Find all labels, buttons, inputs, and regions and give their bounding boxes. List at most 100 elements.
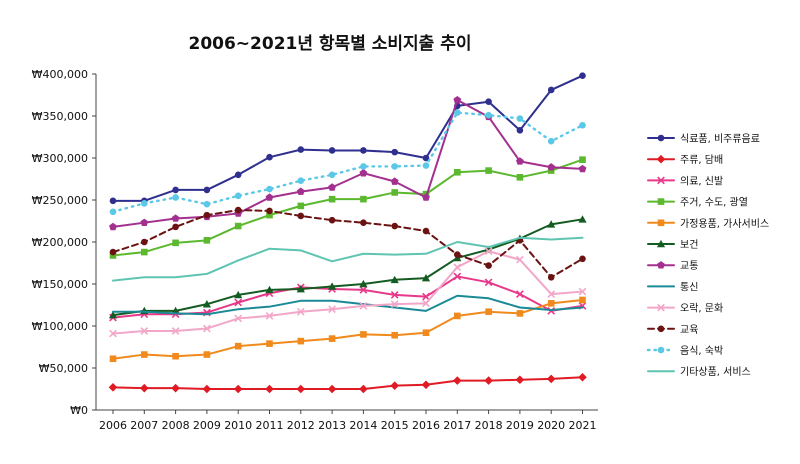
x-tick-label: 2017 [443,419,471,432]
data-point [578,215,587,223]
x-tick-label: 2008 [162,419,190,432]
data-point [391,331,398,339]
series-7 [109,95,587,231]
legend-label: 음식, 숙박 [680,345,723,357]
data-point [140,327,149,335]
legend-item: 교육 [647,324,698,336]
series-11 [109,109,586,216]
marker-stroke [140,327,149,335]
series-2 [108,372,587,394]
x-tick-label: 2020 [537,419,565,432]
data-point [141,248,148,256]
legend-label: 교통 [680,260,698,272]
legend-item: 통신 [647,281,698,293]
data-point [327,384,337,394]
data-point [453,272,462,281]
data-point [422,162,430,169]
data-point [579,296,586,304]
data-point [141,200,148,207]
data-point [360,195,367,203]
data-point [234,171,242,179]
data-point [390,275,399,284]
marker-stroke [234,314,243,323]
data-point [266,185,273,193]
marker-stroke [203,324,211,333]
data-point [360,331,367,338]
legend-marker [657,219,665,227]
data-point [547,167,555,174]
data-point [328,216,336,224]
data-point [108,310,118,319]
data-point [202,384,212,394]
data-point [516,115,524,122]
data-point [296,384,306,394]
data-point [516,157,524,165]
legend-label: 기타상품, 서비스 [680,366,751,378]
x-tick-label: 2012 [287,419,315,432]
legend-item: 의료, 신발 [647,175,723,187]
marker-stroke [234,298,243,307]
data-point [359,279,368,288]
data-point [109,222,117,231]
data-point [422,154,430,162]
legend-item: 교통 [647,260,698,272]
data-point [172,186,179,194]
data-point [390,381,399,390]
data-point [485,262,492,269]
marker-stroke [171,327,180,335]
marker-stroke [390,291,399,299]
data-point [266,211,273,219]
chart-title: 2006~2021년 항목별 소비지출 추이 [188,33,471,54]
data-point [328,171,336,179]
data-point [516,174,524,181]
x-tick-label: 2007 [130,419,158,432]
data-point [234,222,242,230]
data-point [266,340,273,347]
legend-marker [657,134,665,142]
data-point [484,376,493,385]
marker-stroke [578,287,587,296]
legend-item: 음식, 숙박 [646,345,723,357]
data-point [202,300,211,308]
marker-stroke [109,329,117,338]
data-point [454,312,461,320]
marker-stroke [359,301,368,310]
marker-stroke [516,255,524,264]
data-point [484,278,493,287]
marker-stroke [328,305,336,314]
data-point [203,237,211,244]
data-point [234,314,243,323]
data-point [390,291,399,299]
data-point [141,238,148,246]
series-line [112,158,584,257]
data-point [390,177,399,185]
x-tick-label: 2009 [193,419,221,432]
data-point [578,287,587,296]
data-point [578,164,587,173]
data-point [453,376,462,385]
legend-marker [657,325,665,333]
series-lines [108,72,587,394]
marker-stroke [516,290,524,298]
data-point [547,273,555,281]
legend-label: 주류, 담배 [680,154,723,166]
data-point [485,308,492,316]
y-tick-label: ₩300,000 [32,152,88,165]
data-point [109,208,117,216]
data-point [109,252,117,259]
legend-item: 주거, 수도, 광열 [647,197,748,209]
data-point [109,355,117,363]
data-point [421,380,431,390]
data-point [516,290,524,298]
data-point [297,177,305,184]
y-tick-label: ₩200,000 [32,236,88,249]
data-point [171,383,180,393]
data-point [516,126,524,134]
data-point [359,286,368,294]
data-point [172,223,179,231]
axes: ₩0 ₩50,000 ₩100,000 ₩150,000 ₩200,000 ₩250,00… [32,68,598,432]
data-point [360,163,367,170]
series-12 [112,236,584,282]
